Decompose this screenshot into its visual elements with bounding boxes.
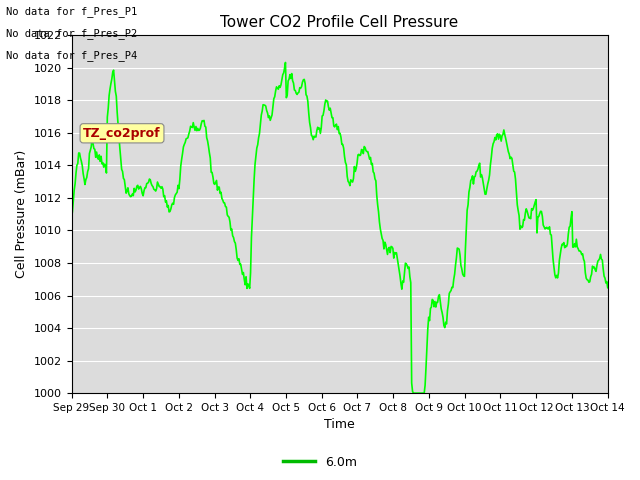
Text: No data for f_Pres_P1: No data for f_Pres_P1 — [6, 6, 138, 17]
Title: Tower CO2 Profile Cell Pressure: Tower CO2 Profile Cell Pressure — [221, 15, 459, 30]
Y-axis label: Cell Pressure (mBar): Cell Pressure (mBar) — [15, 150, 28, 278]
Legend: 6.0m: 6.0m — [278, 451, 362, 474]
Text: TZ_co2prof: TZ_co2prof — [83, 127, 161, 140]
Text: No data for f_Pres_P4: No data for f_Pres_P4 — [6, 49, 138, 60]
X-axis label: Time: Time — [324, 419, 355, 432]
Text: No data for f_Pres_P2: No data for f_Pres_P2 — [6, 28, 138, 39]
